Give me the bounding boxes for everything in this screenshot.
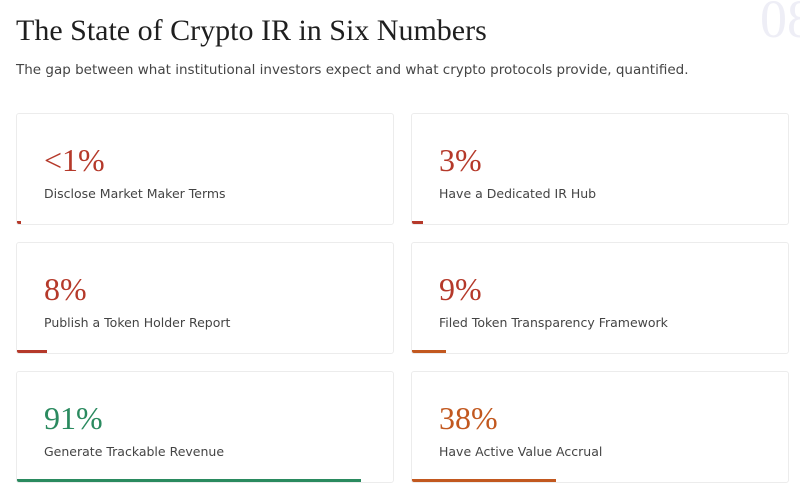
stat-value: <1% [44,142,105,178]
stat-value: 9% [439,271,482,307]
stat-value: 91% [44,400,103,436]
stat-value: 3% [439,142,482,178]
progress-bar [17,221,21,224]
stat-card: 38% Have Active Value Accrual [411,371,789,483]
stat-label: Disclose Market Maker Terms [44,186,226,201]
subtitle: The gap between what institutional inves… [16,62,689,78]
progress-bar [17,479,361,482]
stat-card: 3% Have a Dedicated IR Hub [411,113,789,225]
progress-bar [412,479,556,482]
progress-bar [17,350,48,353]
stat-card: <1% Disclose Market Maker Terms [16,113,394,225]
title: The State of Crypto IR in Six Numbers [16,14,487,47]
progress-bar [412,221,424,224]
stat-card: 9% Filed Token Transparency Framework [411,242,789,354]
stat-label: Generate Trackable Revenue [44,444,225,459]
stat-label: Publish a Token Holder Report [44,315,231,330]
card-grid: <1% Disclose Market Maker Terms 3% Have a D… [16,113,790,483]
progress-bar [412,350,447,353]
stat-card: 91% Generate Trackable Revenue [16,371,394,483]
stat-card: 8% Publish a Token Holder Report [16,242,394,354]
stat-label: Have a Dedicated IR Hub [439,186,597,201]
stat-label: Filed Token Transparency Framework [439,315,668,330]
stat-value: 8% [44,271,87,307]
section-number: 08 [760,0,800,49]
stat-value: 38% [439,400,498,436]
stat-label: Have Active Value Accrual [439,444,603,459]
